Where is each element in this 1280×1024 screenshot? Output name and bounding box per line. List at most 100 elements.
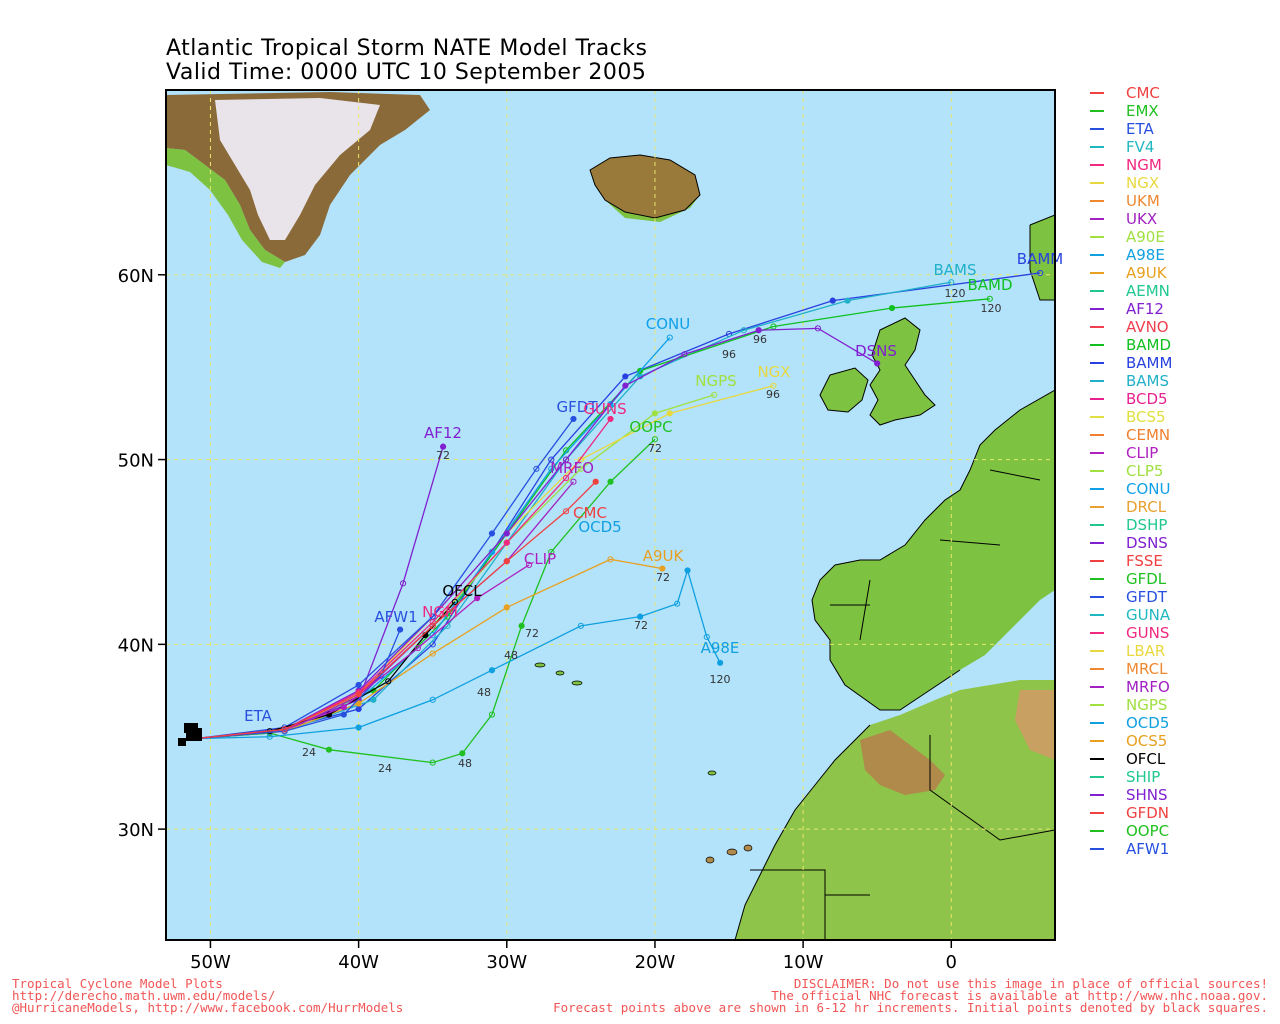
track-point bbox=[844, 297, 851, 304]
legend-item-ngm: NGM bbox=[1086, 156, 1276, 174]
legend-label: CONU bbox=[1126, 480, 1171, 498]
legend-item-lbar: LBAR bbox=[1086, 642, 1276, 660]
track-point bbox=[340, 711, 347, 718]
track-point bbox=[488, 530, 496, 537]
track-label: NGPS bbox=[695, 372, 736, 390]
legend-label: SHNS bbox=[1126, 786, 1168, 804]
norway bbox=[1030, 215, 1055, 300]
legend-label: LBAR bbox=[1126, 642, 1166, 660]
ireland bbox=[820, 368, 868, 412]
track-point bbox=[570, 415, 577, 423]
track-label: BAMD bbox=[967, 276, 1012, 294]
track-point bbox=[533, 465, 540, 472]
legend-label: CEMN bbox=[1126, 426, 1171, 444]
legend-label: GFDN bbox=[1126, 804, 1170, 822]
legend-item-dsns: DSNS bbox=[1086, 534, 1276, 552]
legend-item-ofcl: OFCL bbox=[1086, 750, 1276, 768]
track-label: NGX bbox=[757, 363, 790, 381]
track-point bbox=[325, 746, 333, 753]
track-point bbox=[474, 595, 481, 602]
hour-label: 72 bbox=[436, 449, 450, 462]
legend-label: FV4 bbox=[1126, 138, 1155, 156]
lon-tick-label: 40W bbox=[338, 952, 379, 973]
legend-item-dshp: DSHP bbox=[1086, 516, 1276, 534]
track-point bbox=[281, 726, 288, 733]
legend-item-ocd5: OCD5 bbox=[1086, 714, 1276, 732]
legend-item-oopc: OOPC bbox=[1086, 822, 1276, 840]
legend-label: EMX bbox=[1126, 102, 1159, 120]
legend-label: BAMD bbox=[1126, 336, 1172, 354]
iceland bbox=[590, 155, 700, 218]
track-label: A98E bbox=[701, 639, 740, 657]
legend-item-bcd5: BCD5 bbox=[1086, 390, 1276, 408]
hour-label: 96 bbox=[722, 348, 736, 361]
hour-label: 72 bbox=[648, 442, 662, 455]
lon-tick-label: 50W bbox=[190, 952, 231, 973]
track-label: ETA bbox=[244, 707, 272, 725]
legend-swatch bbox=[1090, 146, 1104, 148]
legend-swatch bbox=[1090, 632, 1104, 634]
hour-label: 24 bbox=[302, 746, 316, 759]
track-point bbox=[711, 391, 718, 398]
azores bbox=[534, 662, 546, 668]
legend-swatch bbox=[1090, 506, 1104, 508]
track-label: CONU bbox=[646, 315, 690, 333]
madeira bbox=[707, 770, 717, 776]
legend-swatch bbox=[1090, 290, 1104, 292]
track-point bbox=[622, 373, 629, 380]
legend-item-ngx: NGX bbox=[1086, 174, 1276, 192]
lat-tick-label: 50N bbox=[118, 451, 154, 472]
track-label: OCD5 bbox=[578, 518, 621, 536]
track-point bbox=[525, 561, 533, 568]
track-point bbox=[503, 558, 510, 565]
legend-swatch bbox=[1090, 362, 1104, 364]
legend-item-guna: GUNA bbox=[1086, 606, 1276, 624]
axis-ticks: 50W 40W 30W 20W 10W 0 60N 50N 40N 30N bbox=[118, 266, 957, 973]
legend-item-cmc: CMC bbox=[1086, 84, 1276, 102]
legend-swatch bbox=[1090, 254, 1104, 256]
legend-item-bams: BAMS bbox=[1086, 372, 1276, 390]
track-point bbox=[355, 681, 362, 689]
footer-disclaimer: DISCLAIMER: Do not use this image in pla… bbox=[553, 976, 1268, 1014]
track-point bbox=[429, 759, 436, 766]
legend-label: UKX bbox=[1126, 210, 1158, 228]
legend-swatch bbox=[1090, 200, 1104, 202]
legend-item-shns: SHNS bbox=[1086, 786, 1276, 804]
legend-swatch bbox=[1090, 488, 1104, 490]
legend-swatch bbox=[1090, 236, 1104, 238]
legend-item-fv4: FV4 bbox=[1086, 138, 1276, 156]
track-label: GUNS bbox=[583, 400, 626, 418]
track-label: OOPC bbox=[629, 418, 672, 436]
legend-label: ETA bbox=[1126, 120, 1154, 138]
footer-line: Tropical Cyclone Model Plots bbox=[12, 976, 223, 991]
lat-tick-label: 40N bbox=[118, 635, 154, 656]
disclaimer-line: DISCLAIMER: Do not use this image in pla… bbox=[793, 976, 1268, 991]
legend-swatch bbox=[1090, 758, 1104, 760]
legend-swatch bbox=[1090, 704, 1104, 706]
legend-item-bcs5: BCS5 bbox=[1086, 408, 1276, 426]
track-point bbox=[755, 327, 762, 334]
track-label: OFCL bbox=[442, 582, 482, 600]
legend-item-guns: GUNS bbox=[1086, 624, 1276, 642]
track-point bbox=[607, 415, 614, 423]
legend-swatch bbox=[1090, 578, 1104, 580]
track-point bbox=[562, 474, 570, 482]
legend-swatch bbox=[1090, 470, 1104, 472]
legend-swatch bbox=[1090, 128, 1104, 130]
legend-label: AVNO bbox=[1126, 318, 1169, 336]
legend-swatch bbox=[1090, 812, 1104, 814]
grid bbox=[166, 90, 1055, 940]
track-point bbox=[355, 705, 362, 713]
legend-swatch bbox=[1090, 560, 1104, 562]
lon-tick-label: 20W bbox=[635, 952, 676, 973]
track-point bbox=[548, 456, 555, 463]
legend-swatch bbox=[1090, 452, 1104, 454]
chart-title: Atlantic Tropical Storm NATE Model Track… bbox=[166, 36, 648, 61]
legend-swatch bbox=[1090, 92, 1104, 94]
legend-item-gfdt: GFDT bbox=[1086, 588, 1276, 606]
track-point bbox=[518, 622, 525, 629]
track-point bbox=[637, 613, 644, 620]
track-point bbox=[948, 279, 955, 286]
footer-url[interactable]: http://derecho.math.uwm.edu/models/ bbox=[12, 988, 276, 1003]
track-label: CLIP bbox=[524, 550, 556, 568]
